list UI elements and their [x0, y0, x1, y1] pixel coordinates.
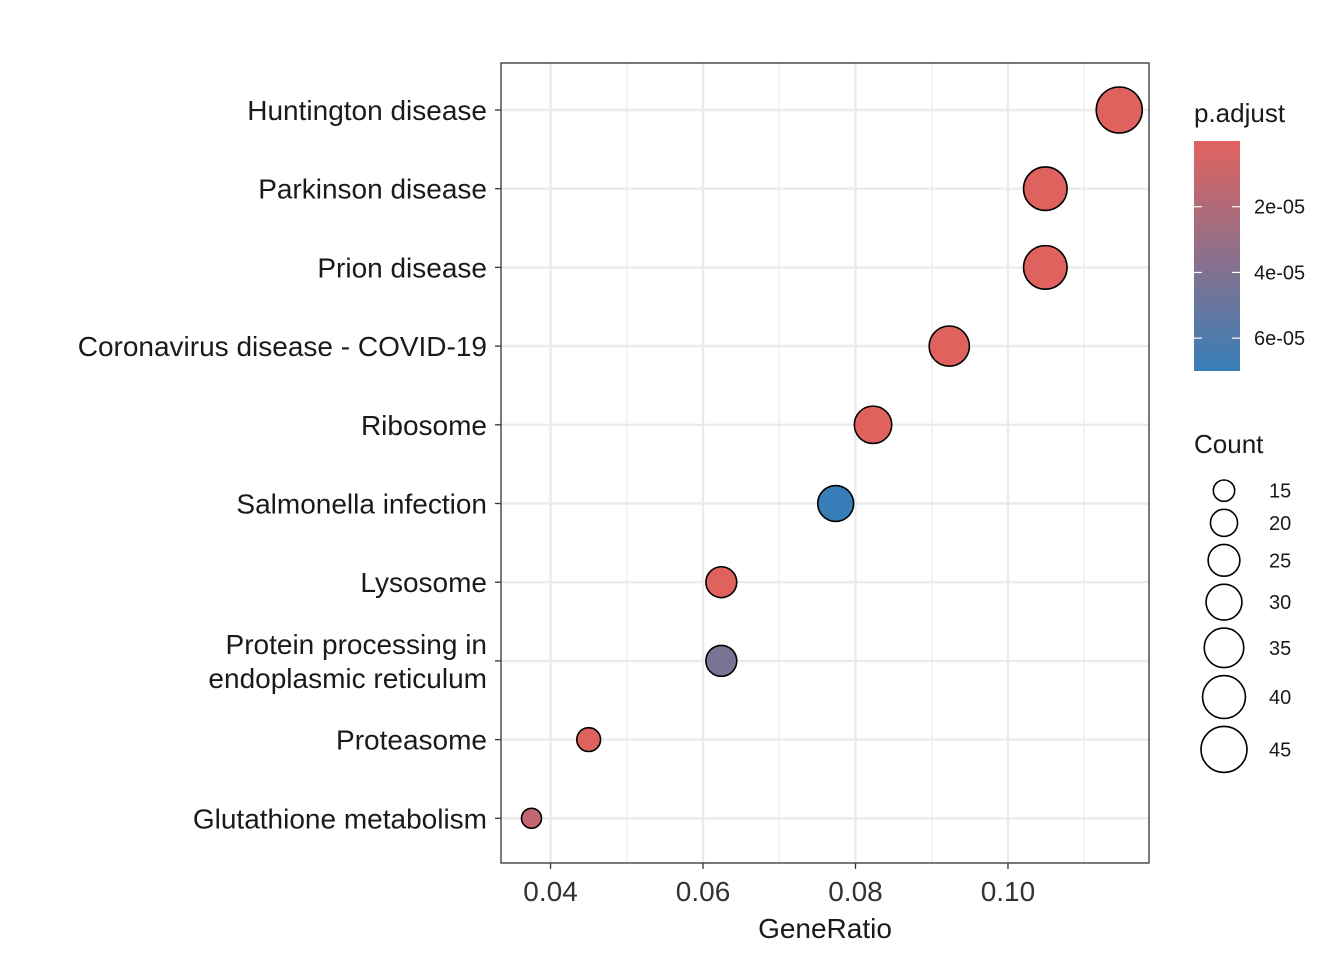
size-legend-key	[1201, 674, 1247, 720]
size-legend-label: 20	[1269, 513, 1291, 535]
data-point	[928, 325, 971, 368]
data-point	[705, 644, 738, 678]
category-label: Protein processing in	[226, 629, 487, 660]
category-labels: Huntington disease Parkinson disease Prion…	[78, 95, 501, 834]
color-legend-bar	[1194, 141, 1240, 371]
category-label: Lysosome	[360, 567, 487, 598]
size-legend-key	[1203, 627, 1245, 669]
size-legend-label: 40	[1269, 687, 1291, 709]
category-label: Proteasome	[336, 725, 487, 756]
color-legend-label: 2e-05	[1254, 197, 1305, 219]
data-point	[520, 807, 543, 830]
x-axis-title: GeneRatio	[758, 913, 892, 944]
points-layer	[520, 86, 1144, 830]
color-legend-label: 6e-05	[1254, 328, 1305, 350]
size-legend-key	[1200, 725, 1248, 774]
size-legend-label: 15	[1269, 481, 1291, 503]
size-legend-label: 25	[1269, 550, 1291, 572]
category-label: Salmonella infection	[236, 489, 487, 520]
category-label: Coronavirus disease - COVID-19	[78, 331, 487, 362]
size-legend-title: Count	[1194, 429, 1264, 459]
size-legend-key	[1207, 543, 1241, 577]
x-tick-label: 0.04	[523, 876, 578, 907]
panel-border	[500, 62, 1150, 864]
color-legend-label: 4e-05	[1254, 262, 1305, 284]
data-point	[1022, 244, 1068, 290]
color-legend-title: p.adjust	[1194, 98, 1286, 128]
data-point	[853, 405, 893, 445]
data-point	[1022, 166, 1068, 212]
category-label: Ribosome	[361, 410, 487, 441]
data-point	[575, 726, 602, 753]
x-tick-label: 0.06	[676, 876, 731, 907]
x-tick-label: 0.08	[828, 876, 883, 907]
category-label: Parkinson disease	[258, 174, 487, 205]
size-legend: Count 15 20 25 30 35 40 45	[1194, 429, 1291, 774]
data-point	[816, 484, 855, 523]
size-legend-key	[1205, 583, 1243, 621]
size-legend-label: 35	[1269, 638, 1291, 660]
x-axis-ticks: 0.04 0.06 0.08 0.10	[523, 863, 1035, 907]
x-tick-label: 0.10	[981, 876, 1036, 907]
size-legend-label: 30	[1269, 592, 1291, 614]
category-label: Prion disease	[317, 252, 487, 283]
size-legend-key	[1209, 508, 1239, 538]
category-label: Huntington disease	[247, 95, 487, 126]
size-legend-label: 45	[1269, 739, 1291, 761]
category-label: endoplasmic reticulum	[208, 663, 487, 694]
category-label: Glutathione metabolism	[193, 803, 487, 834]
size-legend-key	[1212, 479, 1236, 503]
data-point	[1095, 86, 1144, 134]
data-point	[705, 565, 738, 599]
color-legend: p.adjust 2e-05 4e-05 6e-05	[1194, 98, 1305, 371]
